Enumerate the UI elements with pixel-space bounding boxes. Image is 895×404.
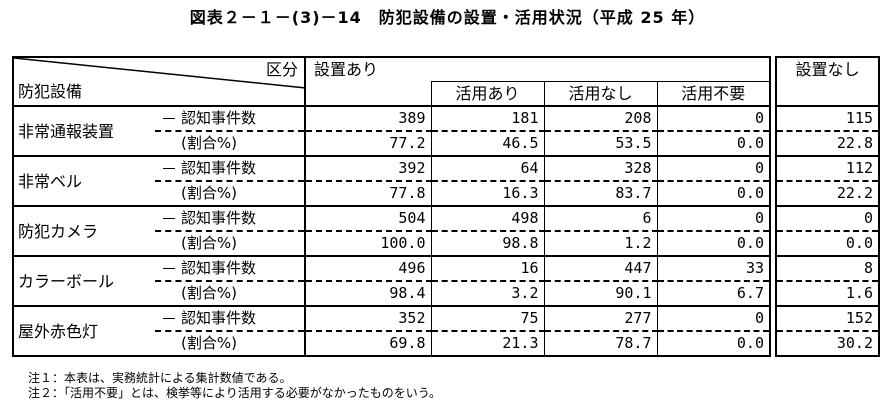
- ratio-label: (割合%): [181, 184, 237, 202]
- count-cell: 0: [656, 306, 771, 332]
- count-label: 認知事件数: [181, 259, 257, 277]
- ratio-cell: 100.0: [304, 231, 431, 257]
- count-cell: 496: [304, 256, 431, 282]
- count-label: 認知事件数: [181, 109, 257, 127]
- ratio-cell: 98.4: [304, 281, 431, 307]
- table-row: 非常ベル 認知事件数 392 64 328 0 112: [12, 156, 880, 207]
- count-label: 認知事件数: [181, 309, 257, 327]
- ratio-cell: 78.7: [543, 331, 657, 357]
- equipment-name: 防犯カメラ: [12, 206, 155, 257]
- ratio-cell: 16.3: [430, 181, 544, 207]
- ratio-cell: 98.8: [430, 231, 544, 257]
- count-label: 認知事件数: [181, 209, 257, 227]
- ratio-cell: 3.2: [430, 281, 544, 307]
- page-title: 図表２－１－(3)－14 防犯設備の設置・活用状況（平成 25 年）: [189, 8, 706, 27]
- count-cell: 328: [543, 156, 657, 182]
- ratio-cell: 90.1: [543, 281, 657, 307]
- count-cell: 16: [430, 256, 544, 282]
- table-row: (割合%) 69.8 21.3 78.7 0.0 30.2: [13, 331, 880, 357]
- header-not-installed: 設置なし: [775, 56, 880, 82]
- count-label: 認知事件数: [181, 159, 257, 177]
- table-row: 防犯カメラ 認知事件数 504 498 6 0 0: [12, 206, 880, 257]
- count-cell: 277: [543, 306, 657, 332]
- ratio-cell: 0.0: [656, 331, 771, 357]
- equipment-name: 屋外赤色灯: [12, 306, 155, 357]
- count-cell: 115: [775, 106, 880, 132]
- notes: 注１：本表は、実務統計による集計数値である。 注２：「活用不要」とは、検挙等によ…: [28, 371, 441, 401]
- ratio-cell: 83.7: [543, 181, 657, 207]
- security-equipment-table: 区分 防犯設備 設置あり 設置なし 活用あり 活用なし 活用不要 非常通報装置認…: [12, 56, 880, 357]
- table-row: (割合%) 77.2 46.5 53.5 0.0 22.8: [13, 131, 880, 157]
- ratio-cell: 22.2: [775, 181, 880, 207]
- ratio-cell: 1.2: [543, 231, 657, 257]
- header-not-used: 活用なし: [543, 81, 657, 107]
- ratio-cell: 6.7: [656, 281, 771, 307]
- ratio-cell: 69.8: [304, 331, 431, 357]
- note-1: 注１：本表は、実務統計による集計数値である。: [28, 371, 292, 385]
- header-unneeded: 活用不要: [656, 81, 771, 107]
- table-row: (割合%) 77.8 16.3 83.7 0.0 22.2: [13, 181, 880, 207]
- count-cell: 152: [775, 306, 880, 332]
- ratio-label: (割合%): [181, 234, 237, 252]
- count-cell: 352: [304, 306, 431, 332]
- table-row: カラーボール 認知事件数 496 16 447 33 8: [12, 256, 880, 307]
- table-row: 非常通報装置 認知事件数 389 181 208 0 115: [12, 106, 880, 157]
- header-equipment: 防犯設備: [18, 82, 83, 101]
- count-cell: 0: [656, 206, 771, 232]
- count-cell: 8: [775, 256, 880, 282]
- header-corner: 区分 防犯設備: [12, 56, 306, 107]
- table-row: 屋外赤色灯 認知事件数 352 75 277 0 152: [12, 306, 880, 357]
- count-cell: 392: [304, 156, 431, 182]
- count-cell: 181: [430, 106, 544, 132]
- count-cell: 447: [543, 256, 657, 282]
- ratio-cell: 46.5: [430, 131, 544, 157]
- ratio-cell: 0.0: [656, 181, 771, 207]
- ratio-cell: 21.3: [430, 331, 544, 357]
- table-row: (割合%) 100.0 98.8 1.2 0.0 0.0: [13, 231, 880, 257]
- count-cell: 208: [543, 106, 657, 132]
- diagonal-line: [14, 58, 306, 89]
- ratio-cell: 77.8: [304, 181, 431, 207]
- note-2: 注２：「活用不要」とは、検挙等により活用する必要がなかったものをいう。: [28, 386, 442, 400]
- ratio-cell: 1.6: [775, 281, 880, 307]
- equipment-name: 非常通報装置: [12, 106, 155, 157]
- ratio-cell: 22.8: [775, 131, 880, 157]
- ratio-label: (割合%): [181, 334, 237, 352]
- count-cell: 0: [656, 156, 771, 182]
- ratio-label: (割合%): [181, 284, 237, 302]
- count-cell: 112: [775, 156, 880, 182]
- header-used: 活用あり: [430, 81, 544, 107]
- equipment-name: 非常ベル: [12, 156, 155, 207]
- count-cell: 0: [775, 206, 880, 232]
- ratio-cell: 53.5: [543, 131, 657, 157]
- equipment-name: カラーボール: [12, 256, 155, 307]
- ratio-cell: 0.0: [656, 231, 771, 257]
- header-kubun: 区分: [265, 60, 298, 79]
- count-cell: 0: [656, 106, 771, 132]
- ratio-cell: 30.2: [775, 331, 880, 357]
- ratio-cell: 77.2: [304, 131, 431, 157]
- count-cell: 64: [430, 156, 544, 182]
- count-cell: 33: [656, 256, 771, 282]
- table-row: (割合%) 98.4 3.2 90.1 6.7 1.6: [13, 281, 880, 307]
- count-cell: 75: [430, 306, 544, 332]
- ratio-cell: 0.0: [775, 231, 880, 257]
- ratio-cell: 0.0: [656, 131, 771, 157]
- count-cell: 389: [304, 106, 431, 132]
- count-cell: 504: [304, 206, 431, 232]
- count-cell: 6: [543, 206, 657, 232]
- count-cell: 498: [430, 206, 544, 232]
- ratio-label: (割合%): [181, 134, 237, 152]
- header-installed: 設置あり: [304, 56, 771, 82]
